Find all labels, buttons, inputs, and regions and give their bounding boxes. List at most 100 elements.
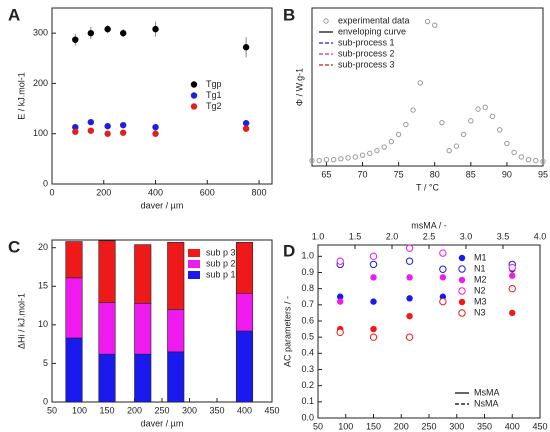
marker [540, 158, 546, 165]
marker [518, 154, 525, 160]
bar-segment [167, 242, 185, 310]
bar-segment [235, 242, 254, 294]
marker [330, 156, 337, 163]
x-tick-label: 100 [338, 421, 353, 431]
marker [439, 249, 447, 257]
marker [508, 263, 516, 272]
x-tick-label: 65 [321, 169, 331, 179]
legend-label: N1 [474, 263, 486, 273]
y-tick-label: 0 [43, 396, 48, 406]
marker [406, 274, 413, 281]
marker [403, 121, 409, 128]
legend-label: N3 [474, 307, 486, 317]
x2-tick-label: 3.0 [460, 231, 473, 241]
marker [72, 123, 79, 131]
legend-label: Tgp [206, 79, 222, 89]
bar-segment [65, 277, 83, 339]
marker [87, 127, 95, 134]
y-tick-label: 15 [38, 281, 48, 291]
marker [152, 130, 159, 137]
x-tick-label: 200 [394, 421, 409, 431]
bar-segment [134, 302, 152, 355]
y-tick-label: 0.8 [301, 283, 314, 293]
bar-segment [167, 309, 185, 353]
marker [72, 36, 79, 43]
marker [410, 107, 416, 113]
bar-segment [98, 240, 116, 303]
legend-label: M3 [474, 296, 487, 306]
marker [417, 80, 423, 86]
y-tick-label: 0.4 [301, 348, 314, 358]
marker [439, 274, 447, 281]
marker [533, 157, 539, 164]
marker [104, 25, 111, 33]
marker [370, 325, 377, 333]
y-tick-label: 0.6 [301, 315, 314, 325]
marker [369, 260, 378, 269]
marker [504, 140, 510, 147]
marker [439, 119, 445, 126]
legend-label: MsMA [474, 387, 500, 397]
marker [370, 298, 377, 305]
marker [388, 138, 395, 145]
legend-label: sub p 3 [206, 247, 236, 257]
plot-frame [311, 7, 544, 167]
y-tick-label: 0.1 [301, 396, 314, 406]
marker [509, 309, 516, 317]
marker [405, 257, 414, 265]
marker [424, 18, 431, 25]
y-tick-label: 20 [38, 242, 48, 252]
legend-swatch [188, 260, 200, 268]
marker [446, 147, 452, 154]
panel: C 50 100 150 200 250 300 350 400 450 0 5 10 15 20 daver… [8, 237, 280, 428]
x-tick-label: 450 [532, 421, 547, 431]
marker [336, 328, 344, 337]
marker [395, 131, 402, 138]
y-tick-label: 10 [38, 319, 48, 329]
y-axis-label: ΔHi / kJ.mol-1 [16, 293, 26, 349]
marker [337, 298, 344, 305]
marker [508, 284, 516, 293]
marker [406, 295, 413, 302]
panel: D 50 100 150 200 250 300 350 400 450 1.0 1.5 2.0 2.5 3… [282, 220, 547, 431]
legend-label: M2 [474, 274, 487, 284]
x-tick-label: 400 [505, 421, 520, 431]
x-tick-label: 75 [394, 169, 404, 179]
y-tick-label: 1.0 [301, 251, 314, 261]
marker [458, 276, 466, 284]
x2-tick-label: 1.0 [312, 231, 325, 241]
y-tick-label: 0.5 [301, 332, 314, 342]
marker [511, 149, 517, 156]
x-tick-label: 450 [264, 405, 279, 415]
marker [439, 265, 447, 273]
marker [432, 22, 438, 28]
x-tick-label: 600 [200, 187, 215, 197]
plot-frame [51, 7, 273, 185]
panel-letter: A [8, 5, 20, 24]
marker [352, 154, 359, 160]
y-tick-label: 0.9 [301, 267, 314, 277]
marker [370, 274, 377, 281]
x-tick-label: 80 [430, 169, 440, 179]
bar-segment [65, 337, 83, 403]
x2-axis-label: msMA / - [411, 220, 447, 230]
legend-label: enveloping curve [338, 26, 406, 36]
legend-label: sub p 1 [206, 269, 236, 279]
x-tick-label: 85 [466, 169, 476, 179]
marker [345, 155, 351, 161]
y-tick-label: 200 [33, 78, 48, 88]
x-tick-label: 250 [154, 405, 169, 415]
marker [87, 29, 95, 37]
marker [458, 287, 466, 295]
marker [338, 156, 344, 162]
x2-tick-label: 2.0 [386, 231, 399, 241]
y-tick-label: 0.2 [301, 380, 314, 390]
marker [119, 29, 127, 37]
x-tick-label: 250 [421, 421, 436, 431]
marker [468, 118, 474, 124]
legend-label: Tg1 [206, 90, 222, 100]
x-tick-label: 90 [502, 169, 512, 179]
y-tick-label: 0.0 [301, 412, 314, 422]
legend-swatch [188, 249, 200, 257]
